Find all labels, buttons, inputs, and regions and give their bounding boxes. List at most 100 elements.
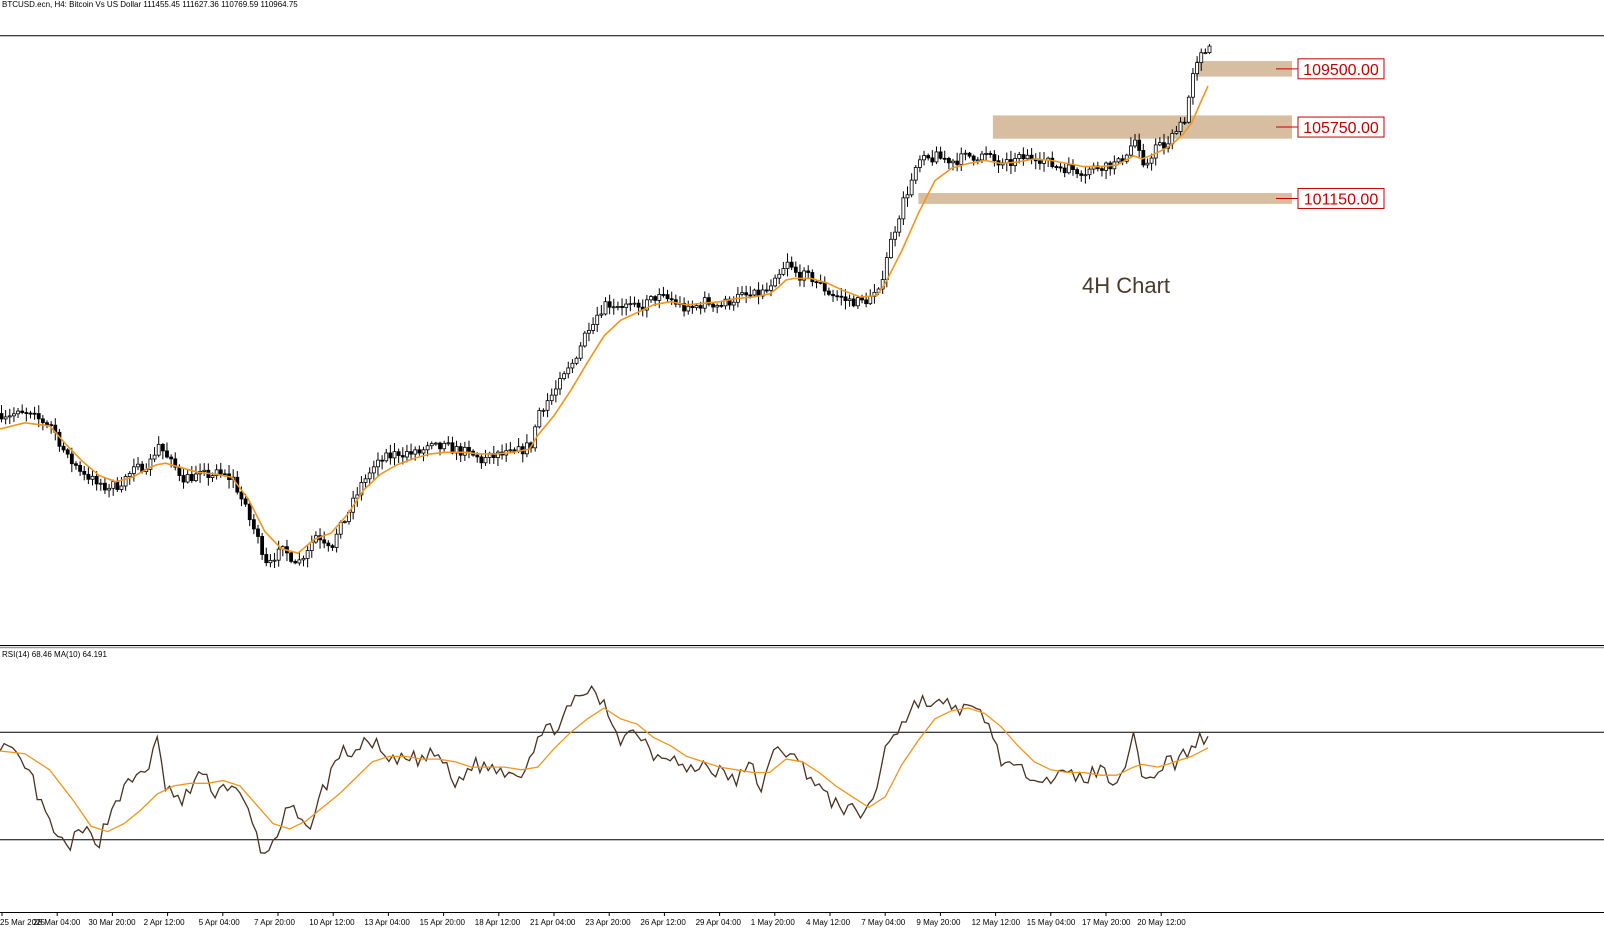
- candle-body: [1083, 174, 1088, 177]
- candle-body: [496, 451, 500, 458]
- candle-body: [839, 295, 844, 298]
- candle-body: [239, 491, 244, 500]
- candle-body: [524, 442, 529, 455]
- candle-body: [893, 231, 897, 240]
- candle-body: [438, 442, 442, 450]
- candle-body: [607, 301, 612, 308]
- x-tick-label: 13 Apr 04:00: [364, 918, 410, 927]
- candle-body: [12, 413, 16, 417]
- candle-body: [1137, 139, 1142, 151]
- candle-body: [847, 298, 852, 301]
- candle-body: [835, 295, 840, 298]
- candle-body: [483, 457, 488, 464]
- level-price-label: 105750.00: [1303, 120, 1379, 137]
- candle-body: [94, 475, 99, 485]
- x-tick-label: 12 May 12:00: [972, 918, 1021, 927]
- candle-body: [1075, 169, 1080, 175]
- candle-body: [165, 450, 169, 458]
- candle-body: [748, 294, 753, 297]
- x-tick-label: 30 Mar 20:00: [88, 918, 136, 927]
- level-price-box[interactable]: [1297, 58, 1385, 80]
- candle-body: [951, 160, 955, 164]
- candle-body: [1203, 52, 1208, 55]
- rsi-header: RSI(14) 68.46 MA(10) 64.191: [2, 650, 107, 659]
- candle-body: [570, 362, 575, 369]
- candle-body: [967, 152, 972, 157]
- candle-body: [367, 472, 372, 480]
- candle-body: [1157, 142, 1162, 146]
- candle-body: [744, 292, 749, 296]
- candle-body: [442, 442, 447, 450]
- candle-body: [1199, 52, 1204, 64]
- sr-zone[interactable]: [992, 115, 1292, 139]
- candle-body: [578, 345, 583, 359]
- level-price-box[interactable]: [1297, 116, 1385, 138]
- candle-body: [131, 466, 136, 474]
- annotation-4h-chart: 4H Chart: [1082, 273, 1170, 298]
- candle-body: [682, 302, 687, 312]
- candle-body: [541, 409, 546, 412]
- x-tick-label: 28 Mar 04:00: [33, 918, 81, 927]
- x-tick-label: 15 May 04:00: [1027, 918, 1076, 927]
- candle-body: [843, 296, 848, 301]
- candle-body: [909, 179, 914, 196]
- candle-body: [260, 536, 265, 555]
- candle-body: [409, 451, 413, 455]
- candle-body: [1162, 142, 1166, 149]
- candle-body: [293, 560, 298, 564]
- symbol-header: BTCUSD.ecn, H4: Bitcoin Vs US Dollar 111…: [2, 0, 298, 9]
- candle-body: [78, 464, 83, 472]
- candle-body: [1037, 160, 1042, 164]
- x-tick-label: 15 Apr 20:00: [420, 918, 466, 927]
- candle-body: [1025, 154, 1030, 160]
- candle-body: [173, 458, 178, 468]
- candle-body: [268, 559, 273, 564]
- candle-body: [194, 473, 198, 482]
- candle-body: [479, 456, 484, 464]
- candle-body: [851, 298, 856, 307]
- x-tick-label: 23 Apr 20:00: [585, 918, 631, 927]
- sr-zone[interactable]: [918, 193, 1292, 204]
- candle-body: [1186, 96, 1191, 123]
- candle-body: [620, 306, 624, 308]
- candle-body: [272, 559, 277, 562]
- candle-body: [1191, 73, 1195, 98]
- candle-body: [90, 475, 95, 480]
- x-tick-label: 7 May 04:00: [861, 918, 906, 927]
- candle-body: [384, 452, 389, 462]
- x-tick-label: 26 Apr 12:00: [640, 918, 686, 927]
- candle-body: [711, 303, 715, 308]
- candle-body: [930, 157, 935, 163]
- candle-body: [1174, 131, 1179, 134]
- candle-body: [889, 238, 893, 258]
- candle-body: [247, 503, 252, 521]
- candle-body: [686, 305, 691, 312]
- candle-body: [553, 388, 558, 396]
- candle-body: [669, 298, 674, 301]
- candle-body: [20, 410, 25, 413]
- candle-body: [773, 277, 778, 287]
- candle-body: [342, 521, 347, 523]
- candle-body: [86, 473, 91, 480]
- candle-body: [1062, 167, 1067, 174]
- candle-body: [661, 294, 666, 296]
- x-tick-label: 10 Apr 12:00: [309, 918, 355, 927]
- candle-body: [884, 257, 889, 280]
- level-price-box[interactable]: [1297, 187, 1385, 209]
- candle-body: [715, 304, 720, 308]
- level-price-label: 101150.00: [1304, 191, 1379, 208]
- candle-body: [731, 301, 736, 306]
- candle-body: [363, 478, 368, 483]
- candle-body: [1195, 62, 1199, 75]
- x-tick-label: 7 Apr 20:00: [254, 918, 295, 927]
- candle-body: [1116, 158, 1121, 163]
- candle-body: [82, 470, 87, 475]
- sr-zone[interactable]: [1195, 61, 1292, 77]
- candle-body: [7, 415, 12, 418]
- candle-body: [508, 449, 513, 452]
- candle-body: [45, 422, 49, 426]
- candle-body: [181, 475, 186, 483]
- candle-body: [566, 367, 571, 375]
- candle-body: [276, 548, 281, 561]
